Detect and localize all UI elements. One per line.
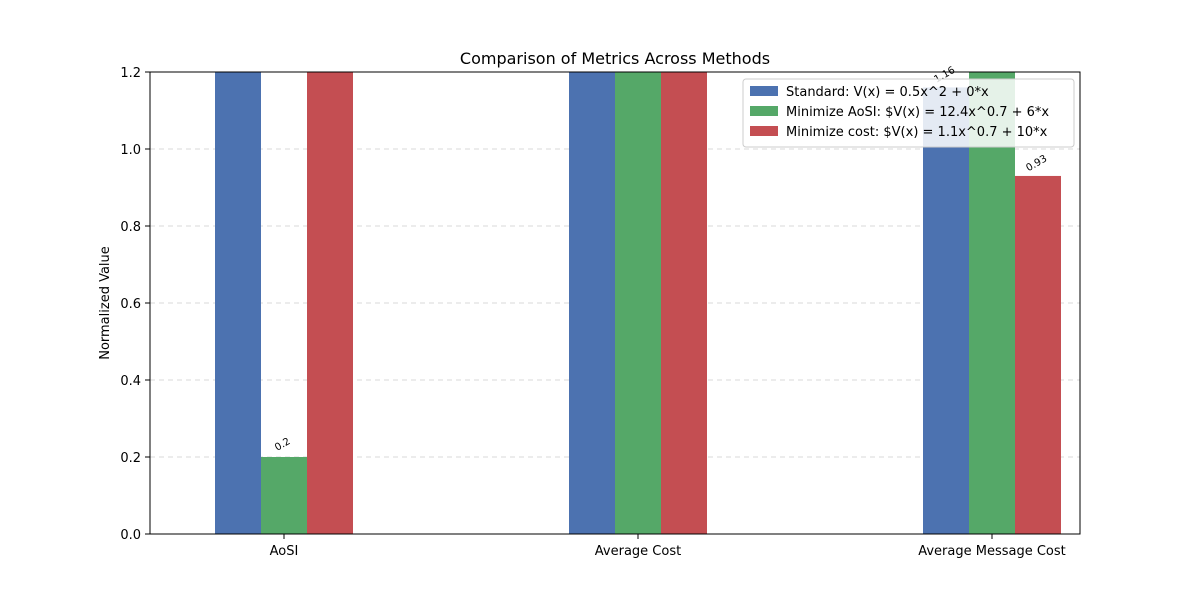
chart-title: Comparison of Metrics Across Methods <box>460 49 770 68</box>
y-axis-label: Normalized Value <box>98 246 113 360</box>
x-axis-ticks: AoSI Average Cost Average Message Cost <box>270 534 1066 559</box>
y-tick-label: 0.8 <box>120 220 141 235</box>
bar <box>969 72 1015 534</box>
bars <box>215 72 1061 535</box>
bar <box>923 87 969 535</box>
data-label: 0.2 <box>273 436 292 453</box>
legend-label: Standard: V(x) = 0.5x^2 + 0*x <box>786 85 989 100</box>
legend-swatch <box>750 126 778 136</box>
legend-box <box>742 78 1075 148</box>
legend-swatch <box>750 106 778 116</box>
y-tick-label: 0.0 <box>120 528 141 543</box>
x-tick-label: Average Message Cost <box>918 544 1066 559</box>
x-tick-label: Average Cost <box>595 544 681 559</box>
y-axis-ticks: 0.0 0.2 0.4 0.6 0.8 1.0 1.2 <box>120 66 150 543</box>
bar <box>661 72 707 534</box>
x-tick-label: AoSI <box>270 544 299 559</box>
data-label: 0.93 <box>1024 153 1049 174</box>
bar <box>615 72 661 534</box>
y-tick-label: 0.6 <box>120 297 141 312</box>
legend-label: Minimize AoSI: $V(x) = 12.4x^0.7 + 6*x <box>786 105 1049 120</box>
y-tick-label: 0.2 <box>120 451 141 466</box>
y-tick-label: 1.2 <box>120 66 141 81</box>
bar <box>307 72 353 534</box>
bar <box>215 72 261 534</box>
legend-label: Minimize cost: $V(x) = 1.1x^0.7 + 10*x <box>786 125 1048 140</box>
bar <box>569 72 615 534</box>
bar <box>261 457 307 534</box>
legend: Standard: V(x) = 0.5x^2 + 0*x Minimize Ao… <box>742 78 1075 148</box>
y-tick-label: 0.4 <box>120 374 141 389</box>
y-tick-label: 1.0 <box>120 143 141 158</box>
bar <box>1015 175 1061 534</box>
legend-swatch <box>750 86 778 96</box>
